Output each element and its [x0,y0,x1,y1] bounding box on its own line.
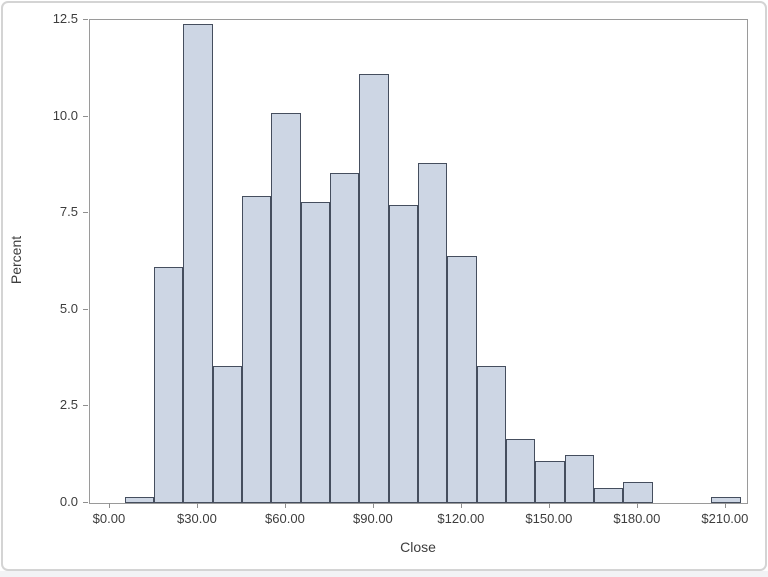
x-axis-tick-label: $0.00 [92,511,126,526]
x-axis-tick [372,503,374,508]
x-axis-tick [548,503,550,508]
y-axis-tick [83,308,88,310]
histogram-bar [417,162,448,503]
histogram-bar [153,267,184,503]
y-axis-tick [83,115,88,117]
y-axis-title: Percent [8,235,24,285]
x-axis-tick-label: $180.00 [613,511,661,526]
histogram-bar [388,205,418,503]
histogram-bar [241,195,272,503]
histogram-bar [447,255,477,503]
y-axis-tick-label: 5.0 [59,300,78,316]
x-axis-tick-label: $150.00 [525,511,573,526]
x-axis-tick [636,503,638,508]
histogram-bar [535,460,565,503]
y-axis-tick [83,502,88,503]
x-axis-tick [196,503,198,508]
histogram-bar [359,74,389,503]
x-axis-tick [724,503,726,508]
histogram-bar [124,497,154,503]
x-axis-tick [284,503,286,508]
histogram-bar [300,201,330,503]
x-axis-tick-label: $120.00 [437,511,485,526]
y-axis-tick-label: 12.5 [52,11,78,26]
x-axis-tick [108,503,110,508]
histogram-bar [271,112,301,503]
histogram-bar [329,172,360,503]
histogram-bar [711,497,741,503]
x-axis-tick-label: $90.00 [353,511,393,526]
window-bottom-strip [0,571,768,577]
y-axis-tick-label: 10.0 [52,107,78,123]
histogram-bar [623,481,653,503]
y-axis-tick-label: 0.0 [59,494,78,509]
y-axis-tick [83,212,88,214]
histogram-bar [212,365,242,503]
histogram-bar [564,454,594,503]
y-axis-tick-label: 2.5 [59,397,78,413]
y-axis-tick-label: 7.5 [59,204,78,220]
x-axis-title: Close [400,539,436,555]
x-axis-tick-label: $60.00 [265,511,305,526]
x-axis-tick-label: $210.00 [701,511,749,526]
y-axis-tick [83,405,88,407]
histogram-bar [593,487,624,503]
histogram-bar [505,439,536,503]
plot-area [89,19,748,504]
x-axis-tick-label: $30.00 [177,511,217,526]
x-axis-tick [460,503,462,508]
histogram-bar [183,23,213,503]
histogram-bar [476,365,506,503]
y-axis-tick [83,19,88,20]
